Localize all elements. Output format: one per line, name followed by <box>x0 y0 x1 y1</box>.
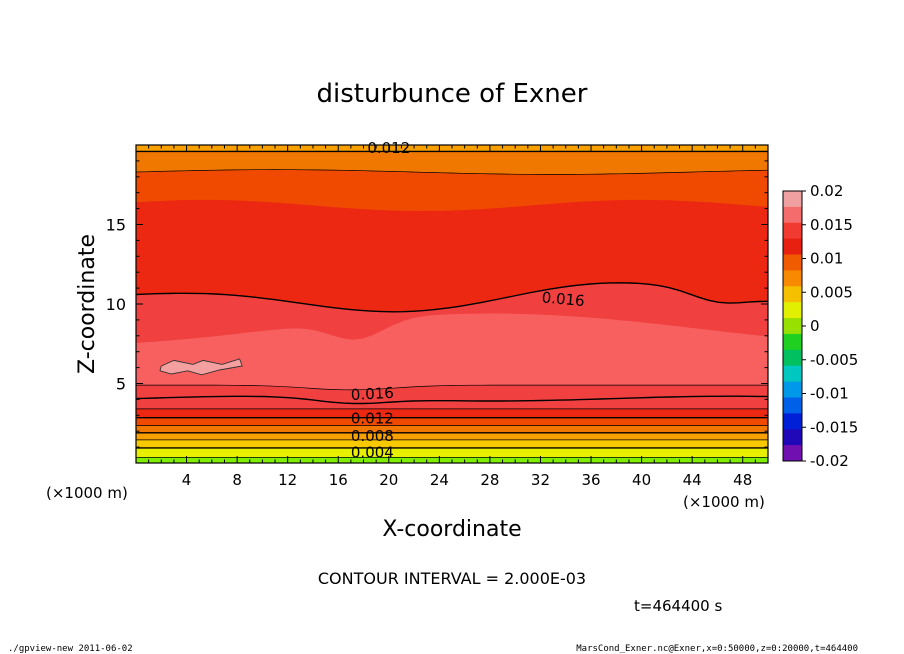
colorbar-swatch <box>783 381 802 398</box>
band-0.010-0.012 <box>136 417 768 426</box>
y-tick-label: 5 <box>116 375 126 394</box>
band-0.004-0.006 <box>136 439 768 448</box>
band-0.002-0.004 <box>136 447 768 458</box>
colorbar-swatch <box>783 429 802 446</box>
x-tick-label: 32 <box>531 471 550 489</box>
contour-label-text: 0.004 <box>351 444 394 462</box>
x-tick-label: 36 <box>581 471 600 489</box>
x-tick-label: 16 <box>329 471 348 489</box>
x-axis-label: X-coordinate <box>382 517 521 542</box>
contour-label: 0.012 <box>351 409 394 427</box>
contour-label-text: 0.012 <box>351 409 394 427</box>
band-upper-0.012-0.014 <box>136 169 768 211</box>
colorbar-swatch <box>783 333 802 351</box>
colorbar-tick-label: -0.02 <box>810 452 849 470</box>
colorbar-swatch <box>783 302 802 319</box>
band-0.006-0.008 <box>136 432 768 440</box>
x-tick-label: 48 <box>733 471 752 489</box>
x-tick-label: 24 <box>430 471 449 489</box>
contour-label: 0.016 <box>541 288 585 310</box>
colorbar-tick-label: -0.005 <box>810 351 858 369</box>
colorbar-tick-label: -0.01 <box>810 385 849 403</box>
colorbar-swatch <box>783 206 802 224</box>
x-tick-label: 28 <box>480 471 499 489</box>
colorbar: 0.02 0.015 0.01 0.005 0 -0.005 -0.01 -0.015 -0.0… <box>782 182 858 470</box>
contour-interval-text: CONTOUR INTERVAL = 2.000E-03 <box>318 569 586 588</box>
contour-label-text: 0.008 <box>351 427 394 445</box>
colorbar-swatch <box>783 270 802 287</box>
y-axis-label: Z-coordinate <box>75 234 100 374</box>
colorbar-swatch <box>783 365 802 382</box>
contour-fill <box>136 145 768 463</box>
x-tick-label: 12 <box>278 471 297 489</box>
band-0.008-0.010 <box>136 425 768 433</box>
colorbar-swatch <box>783 222 802 240</box>
contour-max-patch <box>159 358 243 376</box>
chart-title: disturbunce of Exner <box>317 79 588 109</box>
x-tick-label: 44 <box>683 471 702 489</box>
time-text: t=464400 s <box>634 597 722 615</box>
contour-lines <box>136 150 768 458</box>
x-tick-label: 4 <box>182 471 192 489</box>
footer-right: MarsCond_Exner.nc@Exner,x=0:50000,z=0:20… <box>576 644 858 654</box>
contour-label: 0.016 <box>350 384 394 404</box>
colorbar-swatch <box>783 397 802 414</box>
x-unit-label-right: (×1000 m) <box>683 493 765 511</box>
colorbar-tick-label: 0 <box>810 317 820 335</box>
contour-label: 0.004 <box>351 444 394 462</box>
colorbar-tick-label: -0.015 <box>810 418 858 436</box>
colorbar-swatch <box>783 349 802 367</box>
colorbar-swatch <box>783 286 802 303</box>
colorbar-tick-label: 0.015 <box>810 216 853 234</box>
contour-line-0.018 <box>136 384 768 391</box>
y-tick-label: 10 <box>106 295 126 314</box>
band-0.012-0.014 <box>136 408 768 418</box>
x-tick-label: 40 <box>632 471 651 489</box>
contour-line-0.016-upper <box>136 282 768 313</box>
colorbar-swatch <box>783 445 802 462</box>
band-0.018-0.020 <box>136 313 768 390</box>
colorbar-swatch <box>783 413 802 430</box>
colorbar-swatch <box>783 238 802 255</box>
colorbar-tick-label: 0.01 <box>810 250 843 268</box>
contour-label-text: 0.016 <box>541 288 585 310</box>
colorbar-swatch <box>783 318 802 335</box>
colorbar-tick-label: 0.005 <box>810 283 853 301</box>
x-unit-label-left: (×1000 m) <box>46 484 128 502</box>
contour-label-text: 0.016 <box>350 384 394 404</box>
colorbar-swatch <box>783 191 802 208</box>
x-tick-label: 8 <box>232 471 242 489</box>
y-tick-label: 15 <box>106 216 126 235</box>
contour-label: 0.008 <box>351 427 394 445</box>
band-upper-0.010-0.012 <box>136 151 768 175</box>
contour-line-0.016 <box>136 395 768 405</box>
footer-left: ./gpview-new 2011-06-02 <box>8 644 133 654</box>
x-tick-label: 20 <box>379 471 398 489</box>
contour-line-0.012-upper <box>136 169 768 175</box>
colorbar-tick-label: 0.02 <box>810 182 843 200</box>
colorbar-swatch <box>783 254 802 271</box>
